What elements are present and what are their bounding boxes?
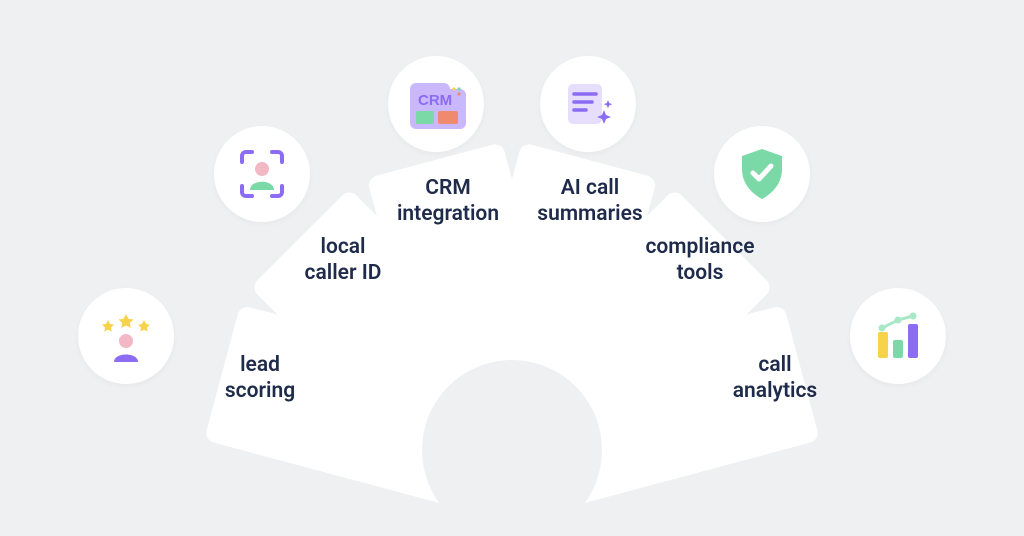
- shield-check-icon: [731, 143, 793, 205]
- scan-person-icon: [232, 144, 292, 204]
- local-caller-id-label: local caller ID: [278, 234, 408, 287]
- ai-summaries-icon-circle: [540, 56, 636, 152]
- lead-scoring-icon-circle: [78, 288, 174, 384]
- fan-infographic: lead scoring local caller ID CRM CRM i: [0, 0, 1024, 536]
- stars-person-icon: [96, 306, 156, 366]
- crm-line2: integration: [397, 202, 499, 226]
- crm-integration-icon-circle: CRM: [388, 56, 484, 152]
- compliance-line2: tools: [677, 261, 724, 285]
- crm-icon: CRM: [404, 75, 468, 133]
- doc-sparkle-icon: [558, 74, 618, 134]
- lead-scoring-line2: scoring: [225, 379, 295, 403]
- call-analytics-line2: analytics: [733, 379, 817, 403]
- local-caller-id-line2: caller ID: [305, 261, 382, 285]
- lead-scoring-line1: lead: [240, 353, 280, 377]
- svg-text:CRM: CRM: [418, 92, 452, 109]
- ai-summaries-line2: summaries: [537, 202, 642, 226]
- call-analytics-line1: call: [758, 353, 791, 377]
- call-analytics-icon-circle: [850, 288, 946, 384]
- ai-summaries-label: AI call summaries: [520, 175, 660, 228]
- call-analytics-label: call analytics: [710, 352, 840, 405]
- crm-line1: CRM: [425, 176, 470, 200]
- lead-scoring-label: lead scoring: [200, 352, 320, 405]
- bar-chart-icon: [868, 306, 928, 366]
- ai-summaries-line1: AI call: [561, 176, 619, 200]
- local-caller-id-line1: local: [320, 235, 365, 259]
- center-hub: [422, 360, 602, 536]
- local-caller-id-icon-circle: [214, 126, 310, 222]
- compliance-icon-circle: [714, 126, 810, 222]
- compliance-line1: compliance: [645, 235, 754, 259]
- compliance-label: compliance tools: [620, 234, 780, 287]
- crm-integration-label: CRM integration: [378, 175, 518, 228]
